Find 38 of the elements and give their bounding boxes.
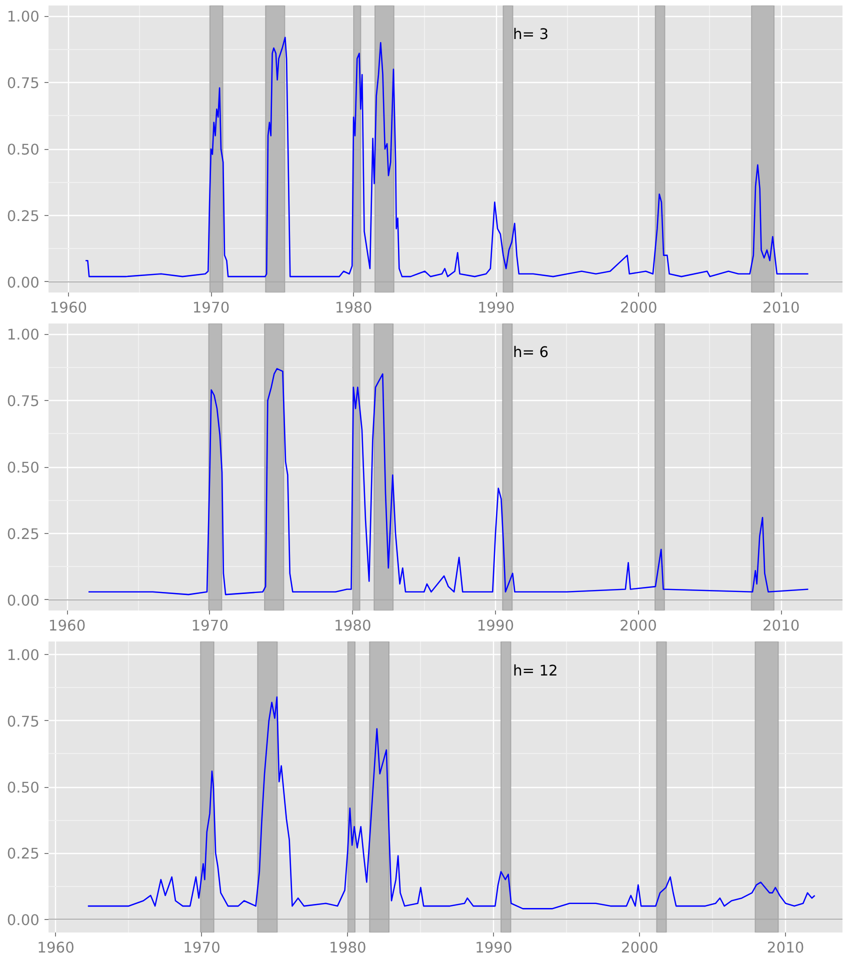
x-tick-label: 2000 [620, 618, 657, 634]
x-tick-label: 2010 [762, 300, 800, 316]
y-tick-label: 0.50 [6, 780, 40, 796]
x-tick-label: 1990 [477, 300, 515, 316]
x-tick-label: 1990 [476, 618, 514, 634]
x-tick-label: 2010 [762, 618, 800, 634]
y-tick-label: 0.25 [6, 526, 40, 543]
x-tick-label: 1980 [334, 300, 372, 316]
x-tick-label: 1970 [192, 300, 230, 316]
line-series [87, 696, 816, 910]
x-tick-label: 1960 [50, 300, 88, 316]
x-tick-label: 1970 [191, 618, 229, 634]
x-tick-label: 2010 [766, 940, 804, 956]
y-tick-label: 1.00 [6, 8, 40, 26]
y-tick-label: 0.75 [6, 393, 40, 410]
x-tick-label: 1990 [475, 940, 512, 956]
x-tick-label: 1960 [48, 618, 86, 634]
y-tick-label: 0.00 [6, 274, 40, 292]
y-tick-label: 0.50 [6, 460, 40, 476]
annotation: h= 12 [512, 662, 558, 680]
x-tick-label: 2000 [620, 300, 658, 316]
y-tick-label: 0.00 [6, 592, 40, 610]
x-tick-label: 2000 [620, 940, 658, 956]
y-tick-label: 1.00 [6, 326, 40, 344]
annotation: h= 3 [512, 26, 549, 43]
y-tick-label: 0.50 [6, 142, 40, 158]
x-tick-label: 1980 [334, 618, 372, 634]
y-tick-label: 0.75 [6, 713, 40, 730]
x-tick-label: 1960 [37, 940, 74, 956]
y-tick-label: 0.75 [6, 75, 40, 92]
y-tick-label: 0.00 [6, 912, 40, 929]
y-tick-label: 1.00 [6, 647, 40, 664]
line-series [88, 368, 809, 596]
y-tick-label: 0.25 [6, 208, 40, 225]
annotation: h= 6 [512, 344, 549, 361]
y-tick-label: 0.25 [6, 846, 40, 863]
x-tick-label: 1980 [329, 940, 366, 956]
x-tick-label: 1970 [183, 940, 220, 956]
